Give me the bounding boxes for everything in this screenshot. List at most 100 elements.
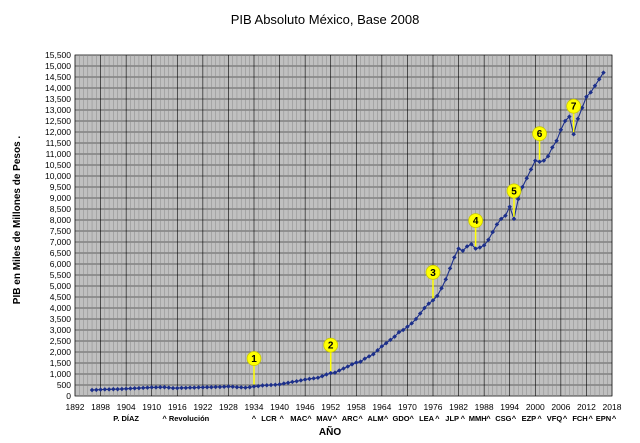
data-point — [409, 321, 414, 326]
data-point — [298, 378, 304, 383]
callout-marker — [323, 337, 339, 353]
data-point — [209, 384, 214, 390]
data-point — [315, 375, 321, 381]
x-tick-label: 1976 — [424, 402, 443, 412]
era-label: GDO — [392, 414, 409, 423]
x-tick-label: 1994 — [500, 402, 519, 412]
data-point — [490, 229, 495, 235]
x-tick-label: 1952 — [321, 402, 340, 412]
era-label: MAV — [316, 414, 332, 423]
grid-lines — [74, 54, 613, 397]
x-tick-label: 2012 — [577, 402, 596, 412]
y-tick-label: 5,500 — [50, 270, 72, 280]
data-point — [405, 324, 410, 329]
data-point — [281, 381, 287, 386]
era-label: JLP — [445, 414, 459, 423]
y-tick-label: 500 — [57, 380, 71, 390]
y-tick-label: 10,500 — [45, 160, 71, 170]
y-tick-label: 3,000 — [50, 325, 72, 335]
x-axis-label: AÑO — [319, 425, 341, 438]
data-point — [136, 385, 142, 391]
y-tick-label: 14,000 — [45, 83, 71, 93]
x-tick-label: 1898 — [91, 402, 110, 412]
era-label: ^ — [409, 414, 414, 423]
data-point — [328, 370, 333, 376]
data-point — [264, 382, 270, 388]
era-label: EZP — [522, 414, 537, 423]
x-tick-label: 1946 — [296, 402, 315, 412]
y-tick-label: 2,000 — [50, 347, 72, 357]
data-point — [255, 383, 261, 389]
x-tick-label: 1958 — [347, 402, 366, 412]
data-point — [443, 277, 449, 282]
x-tick-label: 1934 — [245, 402, 264, 412]
y-tick-label: 12,500 — [45, 116, 71, 126]
data-point — [204, 384, 210, 390]
data-point — [413, 316, 419, 322]
y-tick-label: 7,500 — [50, 226, 72, 236]
x-tick-label: 1916 — [168, 402, 187, 412]
data-point — [498, 216, 504, 222]
data-point — [447, 266, 453, 271]
data-point — [302, 377, 308, 382]
y-tick-label: 15,500 — [45, 50, 71, 60]
era-label: ^ — [461, 414, 466, 423]
data-point — [417, 311, 423, 316]
x-tick-label: 2006 — [551, 402, 570, 412]
data-point — [226, 384, 231, 389]
y-tick-label: 11,500 — [46, 138, 72, 148]
callout-marker — [246, 351, 262, 366]
x-tick-label: 1928 — [219, 402, 238, 412]
y-tick-label: 1,000 — [50, 369, 72, 379]
era-label: ^ — [384, 414, 389, 423]
era-label: ^ — [252, 414, 257, 423]
x-tick-label: 1922 — [193, 402, 212, 412]
callout-marker — [468, 213, 484, 229]
era-label: ^ Revolución — [162, 414, 209, 423]
y-tick-label: 13,000 — [45, 105, 71, 115]
data-point — [132, 386, 137, 391]
data-point — [345, 364, 351, 369]
y-tick-label: 10,000 — [45, 171, 71, 181]
y-tick-label: 8,000 — [50, 215, 72, 225]
data-point — [349, 362, 355, 367]
data-point — [273, 382, 278, 388]
y-tick-label: 7,000 — [50, 237, 72, 247]
data-point — [319, 373, 325, 379]
data-point — [200, 385, 206, 390]
data-point — [422, 305, 427, 311]
y-tick-label: 3,500 — [50, 314, 72, 324]
callout-marker — [425, 264, 441, 280]
x-axis-ticks: 1892 1898 1904 1910 1916 1922 1928 1934 1940 1946… — [66, 402, 622, 412]
callout-marker — [532, 126, 547, 142]
era-label: LEA — [419, 414, 435, 423]
y-tick-label: 4,500 — [50, 292, 72, 302]
data-point — [230, 384, 235, 390]
data-point — [430, 298, 436, 303]
era-label: MAC — [290, 414, 308, 423]
data-point — [260, 383, 265, 388]
x-tick-label: 1910 — [142, 402, 161, 412]
data-point — [123, 386, 129, 392]
era-label: ^ — [588, 414, 593, 423]
data-point — [426, 301, 432, 306]
data-point — [196, 385, 201, 390]
data-point — [247, 384, 253, 390]
chart-title: PIB Absoluto México, Base 2008 — [231, 12, 420, 27]
data-point — [362, 356, 368, 361]
data-point — [311, 376, 316, 381]
callout-label: 4 — [473, 216, 479, 227]
data-point — [371, 351, 376, 357]
data-point — [354, 360, 359, 365]
data-point — [383, 340, 389, 346]
data-point — [375, 347, 380, 353]
y-tick-label: 11,000 — [46, 149, 72, 159]
x-tick-label: 1964 — [372, 402, 391, 412]
callout-label: 6 — [537, 129, 543, 140]
era-label: EPN — [596, 414, 611, 423]
callout-label: 2 — [328, 341, 334, 352]
callouts: 1 2 3 4 5 6 7 — [246, 98, 582, 385]
y-axis-ticks: 05001,0001,5002,0002,5003,0003,5004,0004… — [45, 50, 71, 401]
callout-label: 5 — [511, 186, 517, 197]
data-point — [89, 387, 95, 393]
